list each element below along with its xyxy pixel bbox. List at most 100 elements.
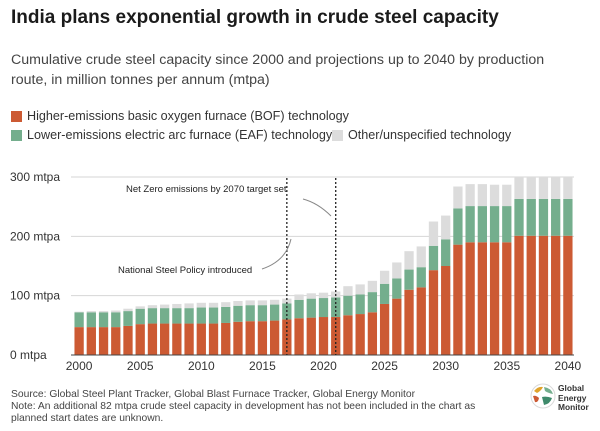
bar-other [428,221,439,246]
bar-eaf [538,198,549,236]
bar-bof [502,242,512,355]
bar-other [111,310,121,313]
bar-eaf [147,308,158,324]
bar-eaf [453,208,463,245]
bar-other [416,246,426,268]
bar-bof [563,235,573,355]
annotation-leader-net-zero [302,198,332,217]
bar-eaf [526,198,536,236]
bar-bof [551,235,561,355]
bar-bof [111,327,121,355]
bar-eaf [98,312,109,328]
bar-bof [172,323,182,355]
bar-eaf [489,206,500,243]
legend-swatch-bof [11,110,22,122]
bar-other [563,177,573,199]
x-tick-label: 2015 [249,359,276,373]
bar-eaf [306,298,316,318]
bar-eaf [465,206,475,243]
bar-other [502,184,512,207]
bar-bof [196,323,206,355]
x-tick-label: 2040 [555,359,582,373]
bar-eaf [502,206,512,243]
bar-bof [160,323,170,355]
bar-bof [379,303,390,355]
bar-other [477,184,487,207]
bar-bof [441,266,451,355]
bar-eaf [441,239,451,266]
bar-eaf [257,305,268,322]
bar-bof [74,327,84,355]
bar-eaf [269,304,280,321]
x-tick-label: 2010 [188,359,215,373]
bar-bof [453,244,463,355]
chart-legend: Higher-emissions basic oxygen furnace (B… [11,109,600,147]
bar-other [441,215,451,240]
legend-label-eaf: Lower-emissions electric arc furnace (EA… [27,128,333,142]
legend-item-eaf: Lower-emissions electric arc furnace (EA… [11,128,332,142]
bar-other [282,298,292,304]
x-tick-label: 2025 [371,359,398,373]
annotation-label-steel-policy: National Steel Policy introduced [118,265,252,276]
bar-other [404,251,414,270]
bar-eaf [123,311,133,326]
bar-eaf [367,292,378,313]
bar-other [526,177,536,199]
bar-bof [318,317,329,355]
bar-other [514,177,524,199]
annotation-label-net-zero: Net Zero emissions by 2070 target set [126,184,287,195]
bar-bof [208,323,219,355]
bar-eaf [86,312,96,328]
bar-eaf [379,283,390,304]
bar-eaf [74,312,84,328]
bar-eaf [477,206,487,243]
globe-icon [530,383,556,409]
chart-subtitle: Cumulative crude steel capacity since 20… [11,50,591,90]
bar-bof [331,317,341,355]
logo-text: Global Energy Monitor [558,383,589,413]
bar-eaf [245,305,255,322]
source-note: Source: Global Steel Plant Tracker, Glob… [11,389,416,400]
bar-eaf [355,294,365,315]
bar-bof [98,327,109,355]
bar-eaf [392,278,402,299]
bar-eaf [160,308,170,324]
bar-other [196,302,206,308]
x-tick-label: 2005 [127,359,154,373]
bar-bof [123,325,133,355]
bar-other [465,184,475,207]
bar-other [184,303,194,309]
bar-eaf [196,307,206,324]
bar-other [269,299,280,305]
bar-eaf [514,198,524,236]
bar-eaf [428,245,439,271]
note-line-2: planned start dates are unknown. [11,413,164,424]
bar-eaf [208,307,219,324]
bar-bof [367,312,378,355]
subtitle-line-1: Cumulative crude steel capacity since 20… [11,52,545,68]
chart-plot: 0 mtpa 100 mtpa 200 mtpa 300 mtpa 2000 2005 20… [10,170,582,373]
bar-bof [428,270,439,355]
bar-other [306,293,316,299]
bar-other [367,280,378,293]
bar-other [123,308,133,312]
bar-other [160,304,170,309]
bar-bof [245,321,255,355]
legend-label-bof: Higher-emissions basic oxygen furnace (B… [27,109,349,123]
bar-other [538,177,549,199]
bar-other [74,311,84,313]
bar-bof [477,242,487,355]
bar-eaf [111,312,121,328]
bar-other [343,286,353,296]
bar-other [245,300,255,306]
bar-eaf [416,267,426,288]
bar-other [294,294,304,300]
y-tick-label: 200 mtpa [10,229,60,243]
logo-line-3: Monitor [558,402,589,412]
bar-bof [269,320,280,355]
x-tick-label: 2000 [66,359,93,373]
gem-logo: Global Energy Monitor [530,381,600,417]
bar-other [551,177,561,199]
bar-other [453,186,463,209]
bar-bof [86,327,96,355]
